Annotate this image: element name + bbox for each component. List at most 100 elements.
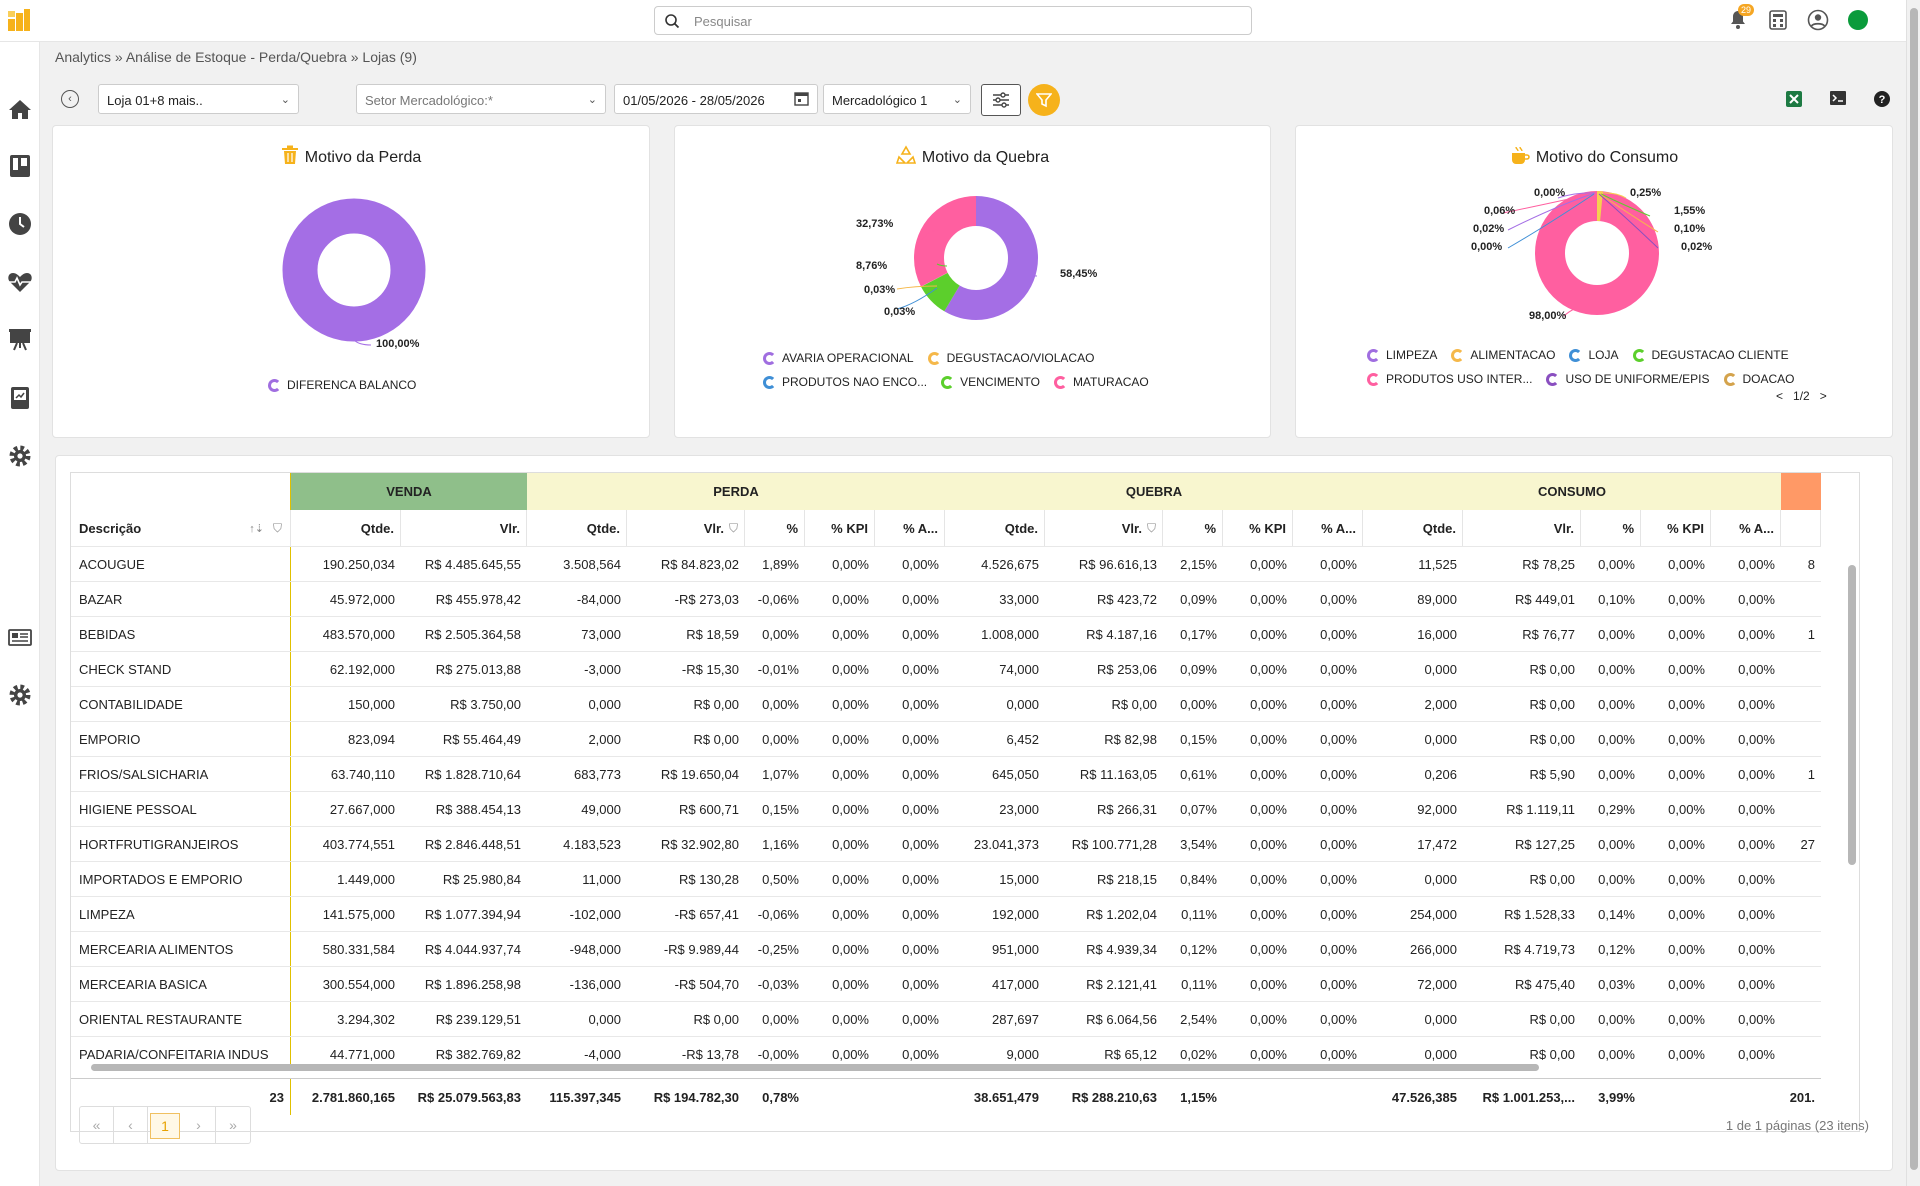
column-header[interactable]: %: [1581, 510, 1641, 546]
filter-settings-button[interactable]: [981, 84, 1021, 116]
settings-gear-icon[interactable]: [7, 443, 33, 469]
legend-item-diferenca-balanco[interactable]: DIFERENCA BALANCO: [268, 373, 416, 397]
legend-item-uso-de-uniforme[interactable]: USO DE UNIFORME/EPIS: [1546, 367, 1710, 391]
table-row[interactable]: BAZAR 45.972,000 R$ 455.978,42 -84,000 -R$ 2…: [71, 581, 1821, 616]
legend-item-maturacao[interactable]: MATURACAO: [1053, 370, 1149, 394]
row-cell: 3,54%: [1180, 836, 1217, 852]
column-header[interactable]: Vlr. ⛉: [627, 510, 745, 546]
legend-item-alimentacao[interactable]: ALIMENTACAO: [1451, 343, 1555, 367]
column-header[interactable]: Qtde.: [527, 510, 627, 546]
column-header-descricao[interactable]: Descrição ↑⇣ ⛉: [71, 510, 291, 546]
first-page-button[interactable]: «: [80, 1107, 114, 1143]
home-icon[interactable]: [7, 96, 33, 122]
row-cell: 1.008,000: [981, 626, 1039, 642]
kanban-board-icon[interactable]: [7, 153, 33, 179]
column-header[interactable]: % A...: [1711, 510, 1781, 546]
status-online-icon[interactable]: [1846, 8, 1870, 32]
presentation-board-icon[interactable]: [7, 327, 33, 353]
row-cell: R$ 0,00: [1529, 661, 1575, 677]
legend-item-degustacao-cliente[interactable]: DEGUSTACAO CLIENTE: [1632, 343, 1789, 367]
table-row[interactable]: CONTABILIDADE 150,000 R$ 3.750,00 0,000 R$ 0…: [71, 686, 1821, 721]
table-row[interactable]: CHECK STAND 62.192,000 R$ 275.013,88 -3,000…: [71, 651, 1821, 686]
excel-export-icon[interactable]: [1785, 90, 1803, 111]
terminal-icon[interactable]: [1829, 90, 1847, 111]
news-feed-icon[interactable]: [7, 624, 33, 650]
column-header[interactable]: % KPI: [805, 510, 875, 546]
app-logo-icon[interactable]: [6, 7, 32, 33]
legend-item-produtos-uso-interno[interactable]: PRODUTOS USO INTER...: [1367, 367, 1532, 391]
slice-diferenca-balanco[interactable]: [282, 198, 426, 342]
table-row[interactable]: MERCEARIA BASICA 300.554,000 R$ 1.896.258,…: [71, 966, 1821, 1001]
column-header[interactable]: % KPI: [1641, 510, 1711, 546]
sort-icon[interactable]: ↑⇣: [249, 522, 264, 535]
column-header[interactable]: %: [1163, 510, 1223, 546]
legend-item-limpeza[interactable]: LIMPEZA: [1367, 343, 1437, 367]
column-header[interactable]: Vlr.: [1463, 510, 1581, 546]
legend-item-doacao[interactable]: DOACAO: [1723, 367, 1795, 391]
notifications-bell-icon[interactable]: 29: [1726, 4, 1755, 32]
row-cell: 0,000: [588, 696, 621, 712]
table-row[interactable]: HIGIENE PESSOAL 27.667,000 R$ 388.454,13 49…: [71, 791, 1821, 826]
table-row[interactable]: MERCEARIA ALIMENTOS 580.331,584 R$ 4.044.9…: [71, 931, 1821, 966]
date-range-picker[interactable]: 01/05/2026 - 28/05/2026: [614, 84, 818, 114]
table-row[interactable]: BEBIDAS 483.570,000 R$ 2.505.364,58 73,000 R…: [71, 616, 1821, 651]
calculator-icon[interactable]: [1766, 8, 1790, 32]
page-1-button[interactable]: 1: [150, 1113, 180, 1139]
row-description: EMPORIO: [71, 722, 291, 756]
slice-maturacao[interactable]: [914, 196, 1038, 320]
store-filter-select[interactable]: Loja 01+8 mais.. ⌄: [98, 84, 299, 114]
filter-icon[interactable]: ⛉: [272, 520, 282, 535]
prev-page-button[interactable]: ‹: [114, 1107, 148, 1143]
last-page-button[interactable]: »: [229, 1117, 237, 1133]
report-book-icon[interactable]: [7, 385, 33, 411]
filter-icon[interactable]: ⛉: [1146, 520, 1156, 535]
table-row[interactable]: EMPORIO 823,094 R$ 55.464,49 2,000 R$ 0,00 0,…: [71, 721, 1821, 756]
column-header[interactable]: %: [745, 510, 805, 546]
column-header[interactable]: % A...: [1293, 510, 1363, 546]
grid-horizontal-scrollbar[interactable]: [79, 1062, 1849, 1073]
row-cell: 0,00%: [902, 731, 939, 747]
table-row[interactable]: ACOUGUE 190.250,034 R$ 4.485.645,55 3.508,5…: [71, 546, 1821, 581]
breadcrumb[interactable]: Analytics » Análise de Estoque - Perda/Q…: [55, 49, 417, 65]
legend-next-button[interactable]: >: [1819, 389, 1827, 403]
apply-filter-button[interactable]: [1028, 84, 1060, 116]
user-account-icon[interactable]: [1806, 8, 1830, 32]
search-box[interactable]: Pesquisar: [654, 6, 1252, 35]
page-scrollbar[interactable]: [1906, 0, 1920, 1186]
table-row[interactable]: HORTFRUTIGRANJEIROS 403.774,551 R$ 2.846.4…: [71, 826, 1821, 861]
legend-item-degustacao-violacao[interactable]: DEGUSTACAO/VIOLACAO: [927, 346, 1094, 370]
row-description: CHECK STAND: [71, 652, 291, 686]
column-header[interactable]: Qtde.: [1363, 510, 1463, 546]
column-header[interactable]: Vlr. ⛉: [1045, 510, 1163, 546]
legend-item-produtos-nao-encontrados[interactable]: PRODUTOS NAO ENCO...: [763, 370, 927, 394]
row-cell: R$ 6.064,56: [1086, 1011, 1157, 1027]
table-row[interactable]: PADARIA/CONFEITARIA INDUS 44.771,000 R$ 38…: [71, 1036, 1821, 1071]
legend-item-vencimento[interactable]: VENCIMENTO: [941, 370, 1040, 394]
back-arrow-icon[interactable]: ‹: [61, 90, 79, 108]
column-header[interactable]: % KPI: [1223, 510, 1293, 546]
column-header[interactable]: [1781, 510, 1821, 546]
column-header[interactable]: Vlr.: [401, 510, 527, 546]
legend-item-loja[interactable]: LOJA: [1569, 343, 1619, 367]
table-row[interactable]: IMPORTADOS E EMPORIO 1.449,000 R$ 25.980,8…: [71, 861, 1821, 896]
grid-vertical-scrollbar[interactable]: [1847, 549, 1857, 1067]
search-input[interactable]: Pesquisar: [694, 14, 752, 29]
health-heart-icon[interactable]: [7, 269, 33, 295]
legend-item-avaria-operacional[interactable]: AVARIA OPERACIONAL: [763, 346, 914, 370]
column-header[interactable]: Qtde.: [291, 510, 401, 546]
admin-settings-gear-icon[interactable]: [7, 682, 33, 708]
next-page-button[interactable]: ›: [182, 1107, 216, 1143]
column-header[interactable]: Qtde.: [945, 510, 1045, 546]
help-icon[interactable]: ?: [1873, 90, 1891, 111]
column-header[interactable]: % A...: [875, 510, 945, 546]
table-row[interactable]: ORIENTAL RESTAURANTE 3.294,302 R$ 239.129,…: [71, 1001, 1821, 1036]
table-row[interactable]: LIMPEZA 141.575,000 R$ 1.077.394,94 -102,00…: [71, 896, 1821, 931]
legend-prev-button[interactable]: <: [1776, 389, 1784, 403]
table-row[interactable]: FRIOS/SALSICHARIA 63.740,110 R$ 1.828.710,…: [71, 756, 1821, 791]
slice-alimentacao[interactable]: [1535, 191, 1659, 315]
level-filter-select[interactable]: Mercadológico 1 ⌄: [823, 84, 971, 114]
clock-icon[interactable]: [7, 211, 33, 237]
row-cell: 17,472: [1417, 836, 1457, 852]
filter-icon[interactable]: ⛉: [728, 520, 738, 535]
sector-filter-select[interactable]: Setor Mercadológico:* ⌄: [356, 84, 606, 114]
